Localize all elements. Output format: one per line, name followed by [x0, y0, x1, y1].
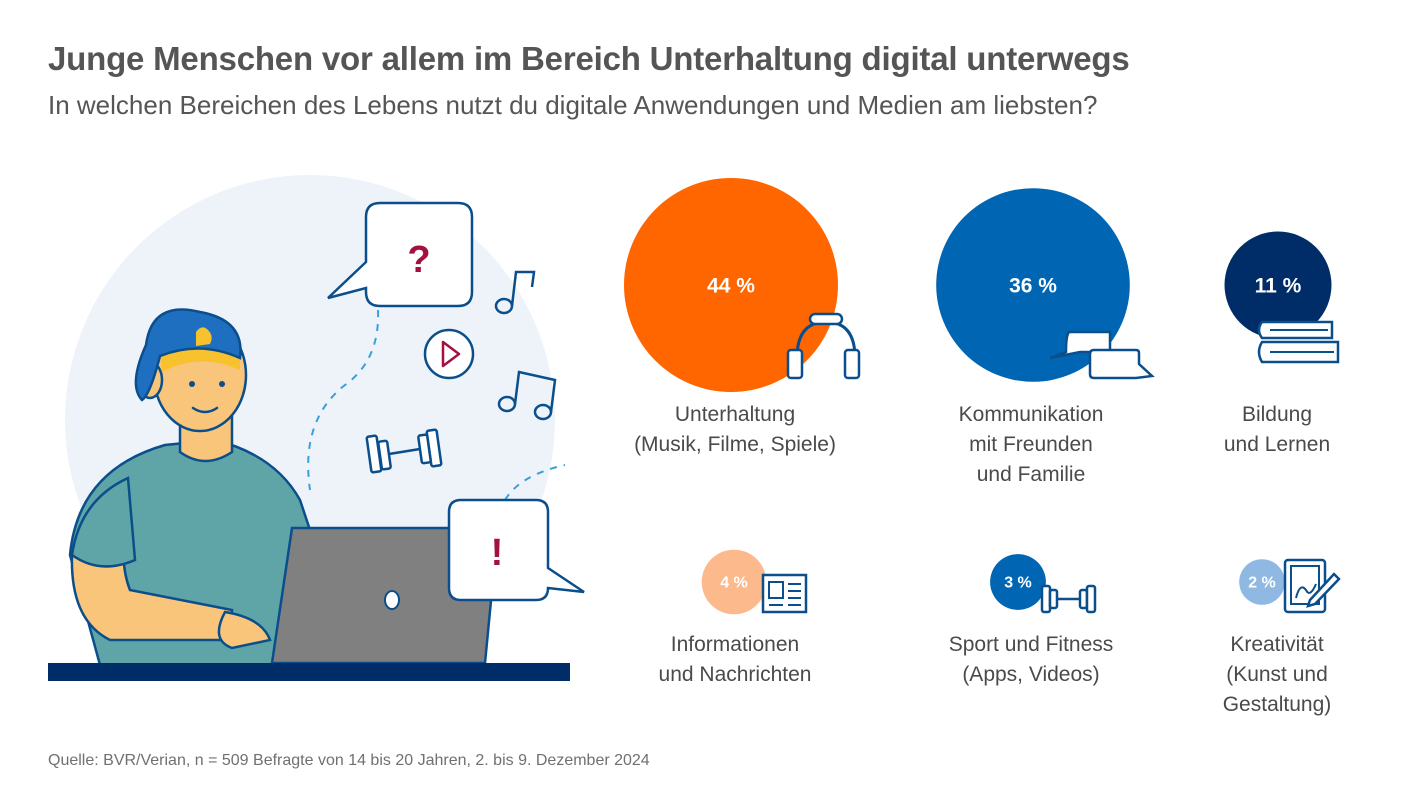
sleeve — [70, 476, 137, 568]
ear-cup — [843, 348, 861, 380]
cap-heart-icon — [196, 327, 212, 346]
newspaper-icon — [761, 573, 808, 614]
question-speech-bubble: ? — [327, 201, 474, 308]
category-label-line: mit Freunden — [969, 433, 1093, 456]
dashed-line — [504, 464, 566, 501]
cap — [134, 308, 242, 402]
category-label-line: (Musik, Filme, Spiele) — [634, 433, 836, 456]
smile — [191, 406, 219, 414]
scribble — [1295, 583, 1317, 599]
eye — [189, 381, 195, 387]
desk — [48, 663, 570, 681]
value-label: 36 % — [1009, 274, 1057, 297]
bubble — [701, 549, 767, 615]
chat-bubbles-icon — [1049, 330, 1155, 380]
category-label-line: Kreativität — [1230, 633, 1324, 656]
category-label: Kreativität (Kunst und Gestaltung) — [1223, 630, 1332, 720]
dumbbell-icon — [365, 428, 443, 474]
category-label: Informationen und Nachrichten — [659, 630, 812, 690]
category-label-line: und Lernen — [1223, 433, 1331, 456]
chat-bubble-front — [1088, 348, 1155, 380]
value-label: 3 % — [1004, 575, 1032, 592]
category-label-line: und Nachrichten — [658, 663, 812, 686]
bubble — [1239, 559, 1285, 605]
double-music-note-icon — [497, 370, 557, 421]
headphones-icon — [786, 312, 861, 380]
ear-cup — [786, 348, 804, 380]
bubble-group-1: 36 % — [936, 188, 1155, 382]
bubble-group-2: 11 % — [1224, 231, 1340, 364]
category-label-line: Kommunikation — [958, 403, 1104, 426]
music-note-icon — [494, 270, 536, 315]
category-label: Kommunikation mit Freunden und Familie — [959, 400, 1104, 490]
bubble — [1224, 231, 1332, 339]
play-icon — [423, 328, 475, 380]
source-note: Quelle: BVR/Verian, n = 509 Befragte von… — [48, 752, 650, 769]
weight — [1048, 588, 1059, 610]
value-label: 44 % — [707, 274, 755, 297]
bubble-group-5: 2 % — [1239, 558, 1341, 614]
category-label: Bildung und Lernen — [1224, 400, 1330, 460]
weight — [1085, 584, 1097, 614]
category-label-line: Unterhaltung — [674, 403, 796, 426]
category-label-line: und Familie — [976, 463, 1086, 486]
exclamation-speech-bubble: ! — [447, 498, 585, 602]
category-label: Unterhaltung (Musik, Filme, Spiele) — [634, 400, 836, 460]
category-label: Sport und Fitness (Apps, Videos) — [949, 630, 1114, 690]
value-label: 4 % — [720, 575, 748, 592]
chart-subtitle: In welchen Bereichen des Lebens nutzt du… — [48, 90, 1098, 120]
bubble-group-0: 44 % — [624, 178, 861, 392]
question-mark: ? — [407, 239, 430, 281]
bubble — [990, 554, 1046, 610]
dumbbell-icon — [1040, 584, 1097, 614]
exclamation-mark: ! — [491, 532, 504, 574]
category-label-line: Informationen — [670, 633, 800, 656]
category-label-line: Gestaltung) — [1222, 693, 1332, 716]
category-label-line: Sport und Fitness — [948, 633, 1114, 656]
bubble — [624, 178, 838, 392]
pen — [1306, 572, 1341, 608]
newspaper-photo — [768, 581, 784, 599]
category-label-line: (Apps, Videos) — [962, 663, 1100, 686]
category-label-line: Bildung — [1241, 403, 1313, 426]
hand — [217, 610, 272, 650]
value-label: 2 % — [1248, 575, 1276, 592]
eye — [219, 381, 225, 387]
chart-title: Junge Menschen vor allem im Bereich Unte… — [48, 40, 1130, 77]
teen-laptop-illustration: ? ! — [48, 175, 585, 681]
value-label: 11 % — [1255, 274, 1302, 297]
bubble-group-4: 3 % — [990, 554, 1097, 614]
dashed-line — [307, 309, 380, 491]
headband-pad — [808, 312, 844, 326]
category-label-line: (Kunst und — [1226, 663, 1328, 686]
laptop-logo-icon — [384, 590, 400, 610]
books-icon — [1257, 320, 1340, 364]
bubble-group-3: 4 % — [701, 549, 808, 615]
drawing-tablet-icon — [1283, 558, 1341, 614]
bubble-chart: 44 % 36 % 11 % 4 % 3 % 2 % — [624, 178, 1341, 615]
